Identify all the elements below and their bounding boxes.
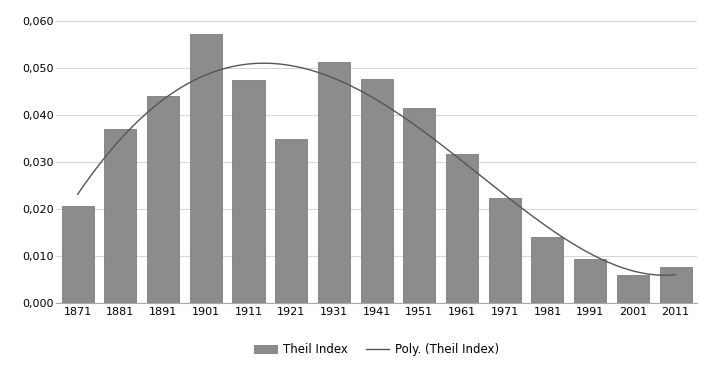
Bar (232, 80, 265, 303)
Bar (574, 259, 606, 303)
Bar (104, 130, 137, 303)
Legend: Theil Index, Poly. (Theil Index): Theil Index, Poly. (Theil Index) (249, 338, 504, 361)
Bar (446, 154, 478, 303)
Bar (147, 96, 179, 303)
Bar (360, 79, 393, 303)
Bar (660, 267, 691, 303)
Bar (190, 34, 222, 303)
Bar (532, 237, 563, 303)
Bar (403, 108, 435, 303)
Bar (489, 198, 521, 303)
Bar (275, 139, 307, 303)
Bar (62, 206, 94, 303)
Bar (318, 62, 350, 303)
Bar (617, 275, 649, 303)
